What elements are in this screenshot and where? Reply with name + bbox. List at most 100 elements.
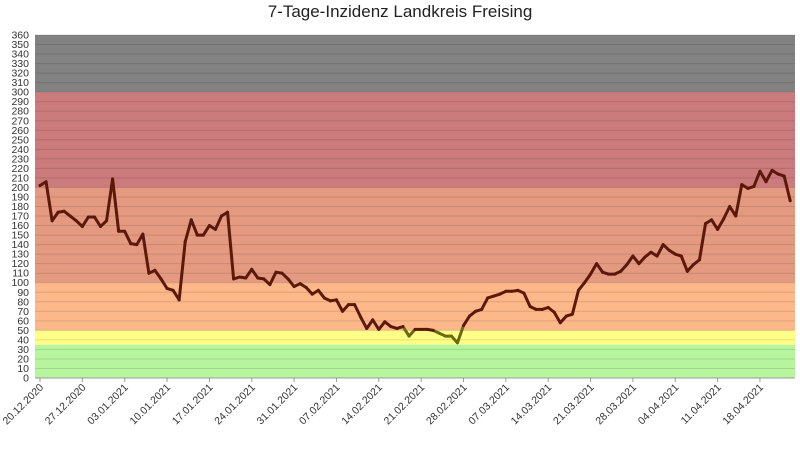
data-point <box>347 303 350 307</box>
y-tick-label: 240 <box>11 144 29 156</box>
data-point <box>643 255 647 259</box>
data-point <box>613 272 617 276</box>
data-point <box>595 262 598 266</box>
data-point <box>571 312 574 316</box>
x-tick-label: 27.12.2020 <box>43 382 89 428</box>
line-segment <box>201 224 211 237</box>
data-point <box>673 252 677 256</box>
data-point <box>141 232 145 236</box>
y-tick-label: 300 <box>11 87 29 99</box>
x-tick-label: 21.03.2021 <box>551 382 597 428</box>
data-point <box>274 270 278 274</box>
y-tick-label: 110 <box>12 268 29 280</box>
data-point <box>546 306 550 309</box>
line-segment <box>334 298 344 313</box>
line-segment <box>595 262 605 274</box>
data-point <box>498 292 502 296</box>
line-segment <box>244 267 254 280</box>
line-segment <box>371 318 381 331</box>
data-point <box>504 289 508 293</box>
band-100-200 <box>35 187 795 283</box>
data-point <box>316 288 320 292</box>
data-point <box>183 240 187 244</box>
data-point <box>201 233 205 237</box>
x-tick-label: 03.01.2021 <box>85 382 131 428</box>
band-35-50 <box>35 330 795 345</box>
line-segment <box>637 255 647 266</box>
data-point <box>552 310 556 314</box>
data-point <box>692 263 695 267</box>
line-segment <box>480 296 490 311</box>
data-point <box>165 287 169 290</box>
data-point <box>407 334 411 338</box>
data-point <box>401 325 405 328</box>
y-tick-label: 20 <box>17 353 29 365</box>
chart-title: 7-Tage-Inzidenz Landkreis Freising <box>267 2 533 21</box>
data-point <box>746 186 750 190</box>
line-segment <box>552 310 562 325</box>
data-point <box>631 254 635 258</box>
line-segment <box>758 169 768 184</box>
x-tick-label: 07.02.2021 <box>297 382 343 428</box>
line-segment <box>570 288 580 316</box>
line-segment <box>752 169 762 188</box>
data-point <box>135 243 139 247</box>
data-point <box>329 299 332 303</box>
y-tick-label: 120 <box>11 258 29 270</box>
data-point <box>74 219 78 223</box>
line-segment <box>583 272 593 285</box>
y-tick-label: 180 <box>11 201 29 213</box>
data-point <box>776 172 780 176</box>
x-tick-label: 21.02.2021 <box>382 382 428 428</box>
y-tick-label: 0 <box>23 373 29 385</box>
data-point <box>395 327 399 330</box>
data-point <box>226 210 229 214</box>
data-point <box>782 174 786 178</box>
data-point <box>389 325 393 328</box>
data-point <box>371 318 375 322</box>
data-point <box>456 341 459 345</box>
data-point <box>298 282 302 286</box>
line-segment <box>111 177 121 233</box>
data-point <box>365 327 369 330</box>
y-tick-label: 320 <box>11 68 29 80</box>
y-tick-label: 270 <box>11 115 29 127</box>
data-point <box>601 270 605 274</box>
data-point <box>589 272 592 276</box>
data-point <box>50 219 54 223</box>
x-tick-label: 24.01.2021 <box>212 382 258 428</box>
data-point <box>68 214 72 218</box>
data-point <box>147 271 151 275</box>
line-segment <box>576 281 586 292</box>
data-point <box>637 262 641 266</box>
data-point <box>159 277 163 281</box>
data-point <box>468 314 471 318</box>
data-point <box>189 218 193 222</box>
data-point <box>214 227 217 231</box>
line-segment <box>558 314 568 325</box>
x-tick-label: 14.02.2021 <box>339 382 385 428</box>
data-point <box>232 277 236 281</box>
y-tick-label: 150 <box>11 230 29 242</box>
data-point <box>625 263 629 267</box>
data-point <box>704 222 707 226</box>
line-segment <box>455 324 465 345</box>
data-point <box>87 215 90 219</box>
y-tick-label: 80 <box>17 296 29 308</box>
data-point <box>758 169 762 173</box>
x-tick-label: 04.04.2021 <box>636 382 682 428</box>
data-point <box>105 219 108 223</box>
band-0-35 <box>35 344 795 378</box>
line-segment <box>183 218 193 244</box>
y-tick-label: 90 <box>17 287 29 299</box>
data-point <box>353 303 356 307</box>
y-tick-label: 100 <box>11 277 29 289</box>
line-segment <box>722 205 732 221</box>
line-segment <box>631 254 641 266</box>
line-segment <box>710 218 720 231</box>
line-segment <box>401 325 411 338</box>
data-point <box>335 298 338 302</box>
data-point <box>268 283 272 287</box>
y-tick-label: 250 <box>11 134 29 146</box>
